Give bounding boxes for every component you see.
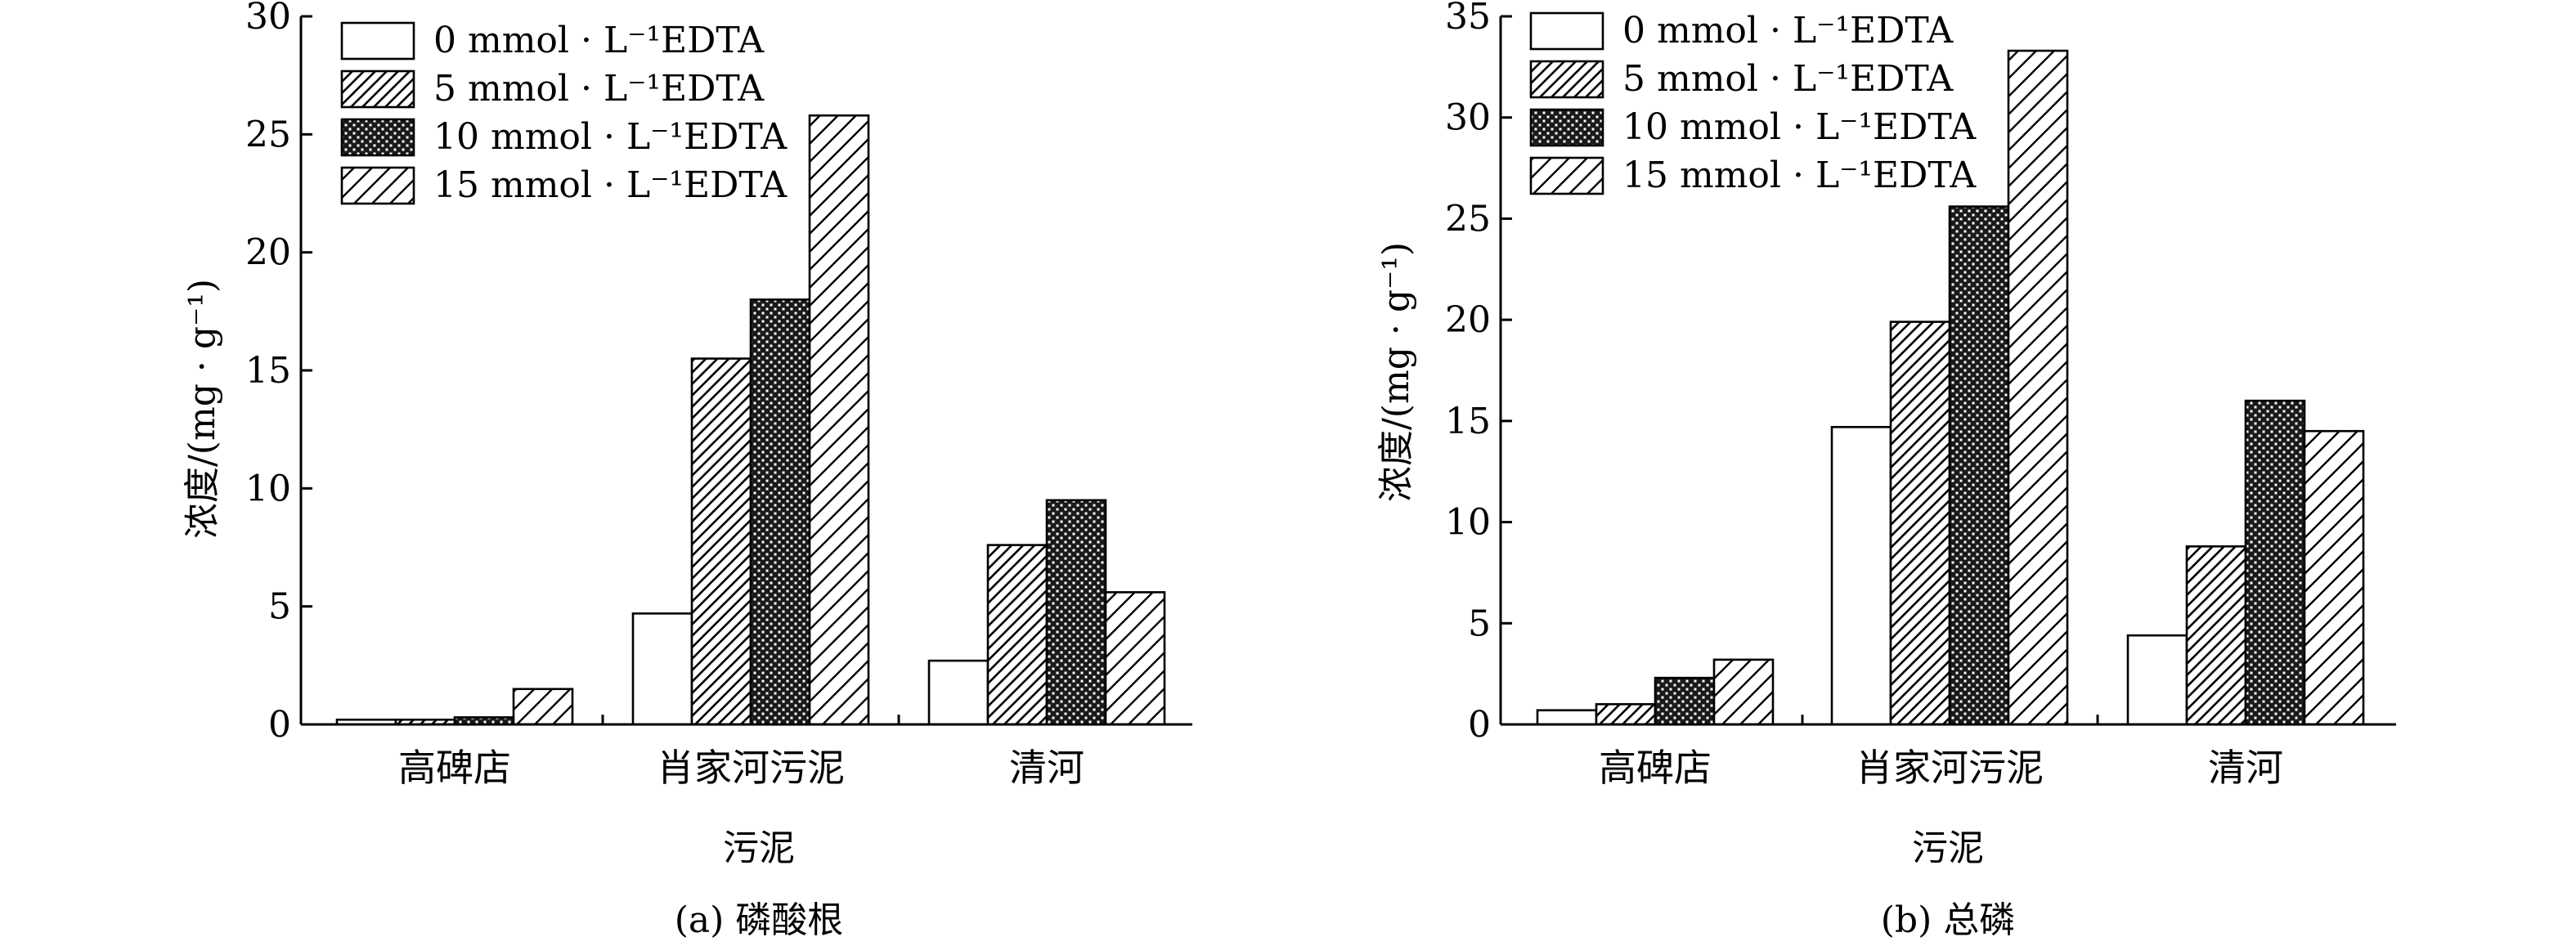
y-tick-label-b-7: 35 <box>1445 0 1491 38</box>
bar-b-series1-cat1 <box>1889 321 1951 726</box>
bar-b-series1-cat2 <box>2185 545 2247 726</box>
y-ticks-a: 0 5 10 15 20 25 30 <box>245 0 312 746</box>
bar-a-series0-cat1 <box>631 612 693 726</box>
panel-a: 0 5 10 15 20 25 30 高碑店 肖家河污泥 清河 0 mmol · L⁻¹EDTA… <box>182 0 1192 941</box>
legend-swatch-b-3 <box>1529 156 1604 195</box>
y-tick-label-b-2: 10 <box>1445 502 1491 544</box>
y-tick-label-b-0: 0 <box>1468 704 1491 746</box>
bar-b-series0-cat0 <box>1536 709 1598 726</box>
bar-b-series3-cat1 <box>2007 49 2069 726</box>
legend-label-a-1: 5 mmol · L⁻¹EDTA <box>433 68 765 110</box>
bar-a-series1-cat2 <box>986 544 1048 726</box>
bar-b-series2-cat2 <box>2244 399 2306 726</box>
bar-a-series2-cat2 <box>1045 499 1107 726</box>
y-tick-label-a-4: 20 <box>245 232 291 274</box>
bar-a-series3-cat0 <box>512 688 574 726</box>
y-tick-label-a-2: 10 <box>245 468 291 509</box>
legend-label-b-0: 0 mmol · L⁻¹EDTA <box>1622 10 1954 52</box>
bar-a-series2-cat1 <box>749 298 811 726</box>
bars-b <box>1536 49 2365 726</box>
y-tick-label-b-4: 20 <box>1445 299 1491 341</box>
y-tick-label-b-3: 15 <box>1445 401 1491 442</box>
legend-label-b-2: 10 mmol · L⁻¹EDTA <box>1622 106 1977 148</box>
legend-label-b-3: 15 mmol · L⁻¹EDTA <box>1622 155 1977 196</box>
panel-b: 0 5 10 15 20 25 30 35 高碑店 肖家河污泥 清河 0 mmol · L⁻¹ED… <box>1376 0 2396 941</box>
bar-a-series3-cat2 <box>1104 591 1166 726</box>
y-tick-label-b-1: 5 <box>1468 603 1491 644</box>
bar-b-series1-cat0 <box>1595 702 1657 726</box>
x-ticks-a: 高碑店 肖家河污泥 清河 <box>398 715 1084 790</box>
x-tick-label-a-2: 清河 <box>1009 746 1084 790</box>
bar-b-series0-cat2 <box>2126 634 2188 726</box>
legend-swatch-a-2 <box>340 118 415 157</box>
legend-b: 0 mmol · L⁻¹EDTA 5 mmol · L⁻¹EDTA 10 mmol … <box>1529 10 1977 196</box>
y-tick-label-a-3: 15 <box>245 350 291 392</box>
legend-swatch-b-1 <box>1529 60 1604 99</box>
bar-a-series3-cat1 <box>808 114 870 726</box>
legend-swatch-a-3 <box>340 166 415 205</box>
caption-a: (a) 磷酸根 <box>675 899 844 941</box>
y-tick-label-a-1: 5 <box>268 586 291 628</box>
legend-label-a-0: 0 mmol · L⁻¹EDTA <box>433 20 765 61</box>
y-tick-label-a-6: 30 <box>245 0 291 38</box>
legend-a: 0 mmol · L⁻¹EDTA 5 mmol · L⁻¹EDTA 10 mmol … <box>340 20 788 206</box>
bar-a-series1-cat1 <box>690 357 752 726</box>
x-axis-label-b: 污泥 <box>1912 827 1984 869</box>
x-tick-label-a-1: 肖家河污泥 <box>657 746 845 790</box>
bars-a <box>335 114 1166 726</box>
bar-b-series2-cat0 <box>1654 676 1716 726</box>
legend-label-a-2: 10 mmol · L⁻¹EDTA <box>433 116 788 158</box>
y-axis-label-b: 浓度/(mg · g⁻¹) <box>1376 242 1417 502</box>
x-tick-label-b-0: 高碑店 <box>1599 746 1712 790</box>
bar-b-series0-cat1 <box>1830 425 1892 726</box>
x-tick-label-b-2: 清河 <box>2208 746 2283 790</box>
y-tick-label-b-5: 25 <box>1445 198 1491 240</box>
legend-swatch-a-1 <box>340 69 415 109</box>
legend-swatch-b-2 <box>1529 108 1604 147</box>
y-tick-label-b-6: 30 <box>1445 97 1491 139</box>
caption-b: (b) 总磷 <box>1881 899 2015 941</box>
x-axis-label-a: 污泥 <box>723 827 795 869</box>
legend-swatch-b-0 <box>1529 11 1604 51</box>
y-tick-label-a-0: 0 <box>268 704 291 746</box>
x-tick-label-b-1: 肖家河污泥 <box>1856 746 2044 790</box>
y-tick-label-a-5: 25 <box>245 114 291 155</box>
bar-a-series0-cat2 <box>927 659 990 726</box>
y-ticks-b: 0 5 10 15 20 25 30 35 <box>1445 0 1512 746</box>
bar-b-series3-cat2 <box>2303 429 2365 726</box>
y-axis-label-a: 浓度/(mg · g⁻¹) <box>182 279 223 539</box>
legend-label-b-1: 5 mmol · L⁻¹EDTA <box>1622 58 1954 100</box>
bar-b-series2-cat1 <box>1948 205 2010 726</box>
legend-label-a-3: 15 mmol · L⁻¹EDTA <box>433 164 788 206</box>
x-tick-label-a-0: 高碑店 <box>398 746 511 790</box>
x-ticks-b: 高碑店 肖家河污泥 清河 <box>1599 715 2283 790</box>
bar-b-series3-cat0 <box>1712 658 1775 726</box>
legend-swatch-a-0 <box>340 21 415 61</box>
